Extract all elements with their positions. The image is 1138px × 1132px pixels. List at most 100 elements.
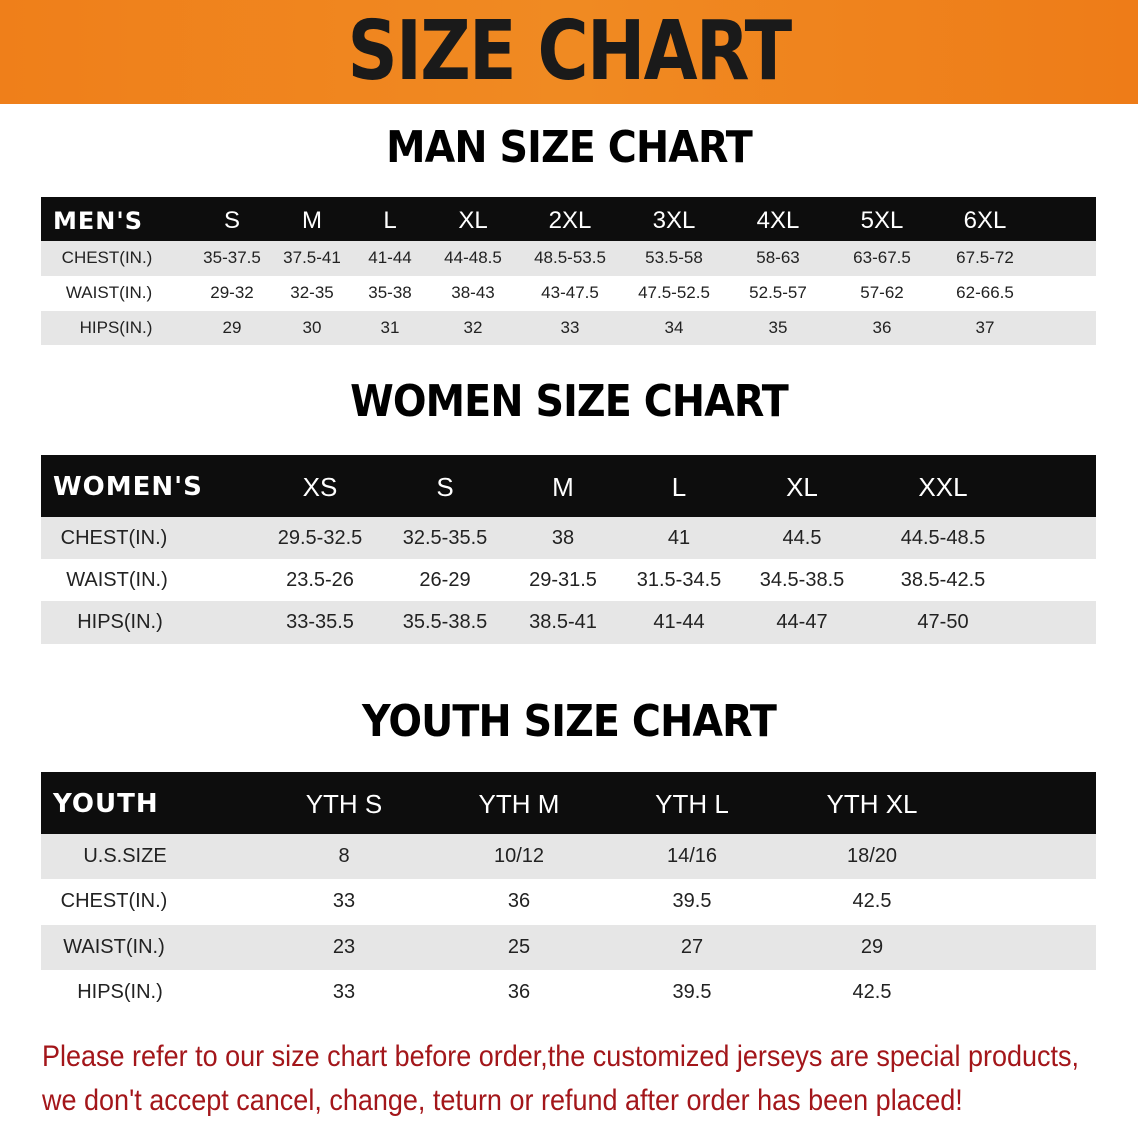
size-column-header: L	[671, 472, 687, 502]
measurement-value: 36	[507, 890, 531, 912]
size-column-header: 6XL	[963, 207, 1007, 234]
measurement-value: 33	[332, 981, 356, 1003]
measurement-value: 33	[332, 890, 356, 912]
measurement-value: 31.5-34.5	[636, 569, 722, 591]
measurement-value: 34	[664, 318, 684, 337]
measurement-value: 53.5-58	[645, 248, 703, 267]
notice-line-2: we don't accept cancel, change, teturn o…	[42, 1084, 963, 1117]
measurement-value: 27	[680, 936, 704, 958]
measurement-value: 8	[338, 845, 350, 867]
measurement-value: 39.5	[672, 981, 712, 1003]
measurement-value: 34.5-38.5	[759, 569, 845, 591]
measurement-value: 31	[380, 318, 400, 337]
men-header-row: MEN'S S M L XL 2XL 3XL 4XL 5XL 6XL	[41, 197, 1096, 241]
measurement-value: 32	[463, 318, 483, 337]
youth-heading: YOUTH SIZE CHART	[361, 696, 777, 747]
measurement-value: 29.5-32.5	[277, 527, 363, 549]
measurement-value: 23	[332, 936, 356, 958]
measurement-value: 62-66.5	[956, 283, 1014, 302]
size-column-header: YTH S	[305, 789, 383, 819]
size-column-header: M	[552, 472, 574, 502]
measurement-value: 47-50	[917, 611, 969, 633]
measurement-label: HIPS(IN.)	[77, 981, 163, 1003]
size-column-header: S	[223, 207, 241, 234]
size-column-header: M	[302, 207, 322, 234]
title-banner: SIZE CHART	[0, 0, 1138, 104]
measurement-label: WAIST(IN.)	[66, 569, 168, 591]
measurement-value: 36	[507, 981, 531, 1003]
measurement-label: WAIST(IN.)	[65, 283, 153, 302]
size-column-header: YTH XL	[826, 789, 918, 819]
men-header-label: MEN'S	[53, 207, 143, 235]
men-heading: MAN SIZE CHART	[386, 122, 753, 173]
measurement-value: 57-62	[860, 283, 904, 302]
measurement-label: CHEST(IN.)	[61, 248, 153, 267]
women-table-row: CHEST(IN.) 29.5-32.5 32.5-35.5 38 41 44.5 44.5…	[41, 517, 1096, 559]
men-table-row: CHEST(IN.) 35-37.5 37.5-41 41-44 44-48.5 48.5…	[41, 241, 1096, 276]
men-table-row: WAIST(IN.) 29-32 32-35 35-38 38-43 43-47.5 47.…	[41, 276, 1096, 311]
men-size-table: MEN'S S M L XL 2XL 3XL 4XL 5XL 6XL CHEST(IN.) 35-37…	[41, 197, 1096, 345]
measurement-value: 38	[551, 527, 575, 549]
measurement-value: 33-35.5	[286, 611, 354, 633]
page-title: SIZE CHART	[347, 4, 792, 99]
measurement-value: 39.5	[672, 890, 712, 912]
notice-line-1: Please refer to our size chart before or…	[42, 1040, 1080, 1073]
women-table-row: HIPS(IN.) 33-35.5 35.5-38.5 38.5-41 41-44 44-…	[41, 601, 1096, 644]
measurement-value: 35	[768, 318, 788, 337]
measurement-value: 37.5-41	[283, 248, 341, 267]
measurement-value: 44-47	[776, 611, 828, 633]
youth-header-label: YOUTH	[53, 789, 159, 819]
measurement-value: 38.5-42.5	[900, 569, 986, 591]
size-column-header: 4XL	[756, 207, 800, 234]
size-column-header: 2XL	[548, 207, 592, 234]
size-column-header: S	[436, 472, 454, 502]
measurement-label: HIPS(IN.)	[79, 318, 153, 337]
measurement-value: 29-32	[210, 283, 254, 302]
measurement-value: 33	[560, 318, 580, 337]
measurement-value: 44.5-48.5	[900, 527, 986, 549]
youth-header-row: YOUTH YTH S YTH M YTH L YTH XL	[41, 772, 1096, 834]
measurement-label: HIPS(IN.)	[77, 611, 163, 633]
measurement-value: 30	[302, 318, 322, 337]
measurement-label: CHEST(IN.)	[60, 890, 168, 912]
measurement-value: 25	[507, 936, 531, 958]
measurement-value: 10/12	[493, 845, 545, 867]
measurement-value: 41-44	[368, 248, 412, 267]
women-header-label: WOMEN'S	[53, 472, 203, 502]
measurement-value: 26-29	[419, 569, 471, 591]
measurement-value: 42.5	[852, 981, 892, 1003]
youth-table-row: CHEST(IN.) 33 36 39.5 42.5	[41, 879, 1096, 925]
measurement-label: U.S.SIZE	[83, 845, 167, 867]
size-column-header: XXL	[918, 472, 968, 502]
measurement-value: 38.5-41	[529, 611, 597, 633]
youth-table-row: WAIST(IN.) 23 25 27 29	[41, 925, 1096, 970]
measurement-value: 42.5	[852, 890, 892, 912]
measurement-value: 32.5-35.5	[402, 527, 488, 549]
measurement-label: CHEST(IN.)	[60, 527, 168, 549]
measurement-value: 29	[860, 936, 884, 958]
measurement-value: 37	[975, 318, 995, 337]
measurement-value: 35.5-38.5	[402, 611, 488, 633]
measurement-value: 29	[222, 318, 242, 337]
size-column-header: 5XL	[860, 207, 904, 234]
measurement-label: WAIST(IN.)	[63, 936, 165, 958]
size-column-header: 3XL	[652, 207, 696, 234]
measurement-value: 35-37.5	[203, 248, 261, 267]
youth-size-table: YOUTH YTH S YTH M YTH L YTH XL U.S.SIZE 8 10/12…	[41, 772, 1096, 1015]
measurement-value: 43-47.5	[541, 283, 599, 302]
measurement-value: 32-35	[290, 283, 334, 302]
measurement-value: 63-67.5	[853, 248, 911, 267]
measurement-value: 44.5	[782, 527, 822, 549]
measurement-value: 38-43	[451, 283, 495, 302]
youth-table-row: HIPS(IN.) 33 36 39.5 42.5	[41, 970, 1096, 1015]
size-column-header: YTH L	[655, 789, 729, 819]
men-table-row: HIPS(IN.) 29 30 31 32 33 34 35 36 37	[41, 311, 1096, 345]
measurement-value: 18/20	[846, 845, 898, 867]
women-size-table: WOMEN'S XS S M L XL XXL CHEST(IN.) 29.5-32.5 32.5…	[41, 455, 1096, 644]
women-header-row: WOMEN'S XS S M L XL XXL	[41, 455, 1096, 517]
measurement-value: 14/16	[666, 845, 718, 867]
size-column-header: L	[383, 207, 397, 234]
measurement-value: 48.5-53.5	[534, 248, 606, 267]
measurement-value: 47.5-52.5	[638, 283, 710, 302]
measurement-value: 52.5-57	[749, 283, 807, 302]
